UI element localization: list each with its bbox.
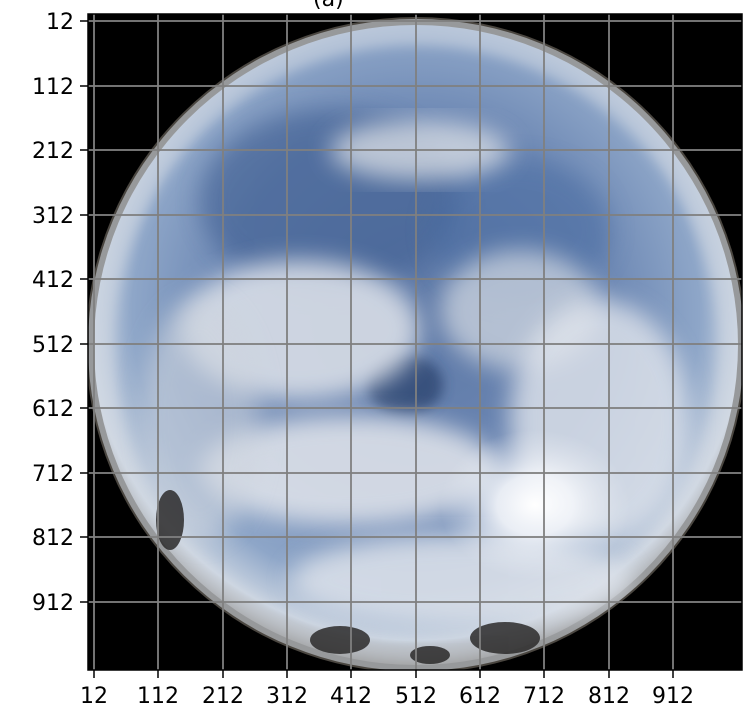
y-tick-label: 212 bbox=[32, 139, 74, 164]
x-tick-label: 412 bbox=[330, 684, 372, 709]
sun-glare bbox=[440, 430, 630, 580]
x-tick-label: 212 bbox=[202, 684, 244, 709]
y-tick-label: 512 bbox=[32, 333, 74, 358]
x-tick-label: 112 bbox=[137, 684, 179, 709]
grid-lines bbox=[88, 14, 742, 670]
y-tick-label: 12 bbox=[46, 10, 74, 35]
y-tick-label: 612 bbox=[32, 397, 74, 422]
x-tick-label: 712 bbox=[523, 684, 565, 709]
x-tick-label: 912 bbox=[652, 684, 694, 709]
x-tick-label: 312 bbox=[266, 684, 308, 709]
y-tick-label: 112 bbox=[32, 75, 74, 100]
tick-marks bbox=[80, 20, 674, 678]
x-tick-label: 612 bbox=[459, 684, 501, 709]
tree-silhouettes bbox=[156, 490, 540, 664]
y-tick-label: 312 bbox=[32, 204, 74, 229]
x-tick-label: 512 bbox=[395, 684, 437, 709]
y-tick-labels: 12 112 212 312 412 512 612 712 812 912 bbox=[32, 10, 74, 616]
x-tick-label: 12 bbox=[80, 684, 108, 709]
axes-frame bbox=[87, 13, 743, 671]
figure-title: (a) bbox=[313, 0, 344, 12]
y-tick-label: 712 bbox=[32, 462, 74, 487]
y-tick-label: 912 bbox=[32, 591, 74, 616]
x-tick-labels: 12 112 212 312 412 512 612 712 812 912 bbox=[80, 684, 694, 709]
y-tick-label: 412 bbox=[32, 268, 74, 293]
x-tick-label: 812 bbox=[588, 684, 630, 709]
y-tick-label: 812 bbox=[32, 526, 74, 551]
